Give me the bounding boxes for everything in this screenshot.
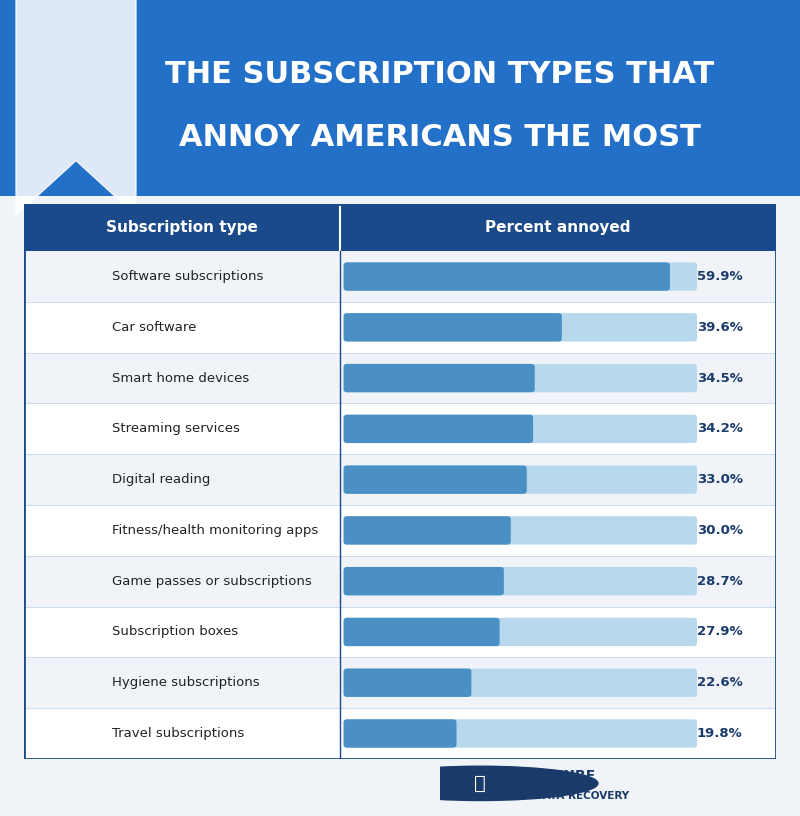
FancyBboxPatch shape bbox=[344, 263, 670, 290]
Text: 34.5%: 34.5% bbox=[697, 371, 743, 384]
Text: 33.0%: 33.0% bbox=[697, 473, 743, 486]
Text: 22.6%: 22.6% bbox=[697, 676, 742, 690]
Text: Subscription boxes: Subscription boxes bbox=[113, 625, 238, 638]
FancyBboxPatch shape bbox=[344, 465, 526, 494]
Text: 34.2%: 34.2% bbox=[697, 423, 743, 436]
Text: Hygiene subscriptions: Hygiene subscriptions bbox=[113, 676, 260, 690]
FancyBboxPatch shape bbox=[344, 364, 534, 392]
Text: THE SUBSCRIPTION TYPES THAT: THE SUBSCRIPTION TYPES THAT bbox=[166, 60, 714, 89]
FancyBboxPatch shape bbox=[344, 313, 697, 342]
Text: 27.9%: 27.9% bbox=[697, 625, 742, 638]
FancyBboxPatch shape bbox=[24, 455, 776, 505]
FancyBboxPatch shape bbox=[24, 353, 776, 403]
FancyBboxPatch shape bbox=[344, 465, 697, 494]
FancyBboxPatch shape bbox=[24, 658, 776, 708]
FancyBboxPatch shape bbox=[24, 505, 776, 556]
Text: ANNOY AMERICANS THE MOST: ANNOY AMERICANS THE MOST bbox=[179, 122, 701, 152]
FancyBboxPatch shape bbox=[24, 708, 776, 759]
FancyBboxPatch shape bbox=[24, 302, 776, 353]
Text: Percent annoyed: Percent annoyed bbox=[485, 220, 630, 235]
FancyBboxPatch shape bbox=[24, 606, 776, 658]
Text: 28.7%: 28.7% bbox=[697, 574, 742, 588]
FancyBboxPatch shape bbox=[24, 204, 776, 251]
Text: Subscription type: Subscription type bbox=[106, 220, 258, 235]
FancyBboxPatch shape bbox=[344, 263, 697, 290]
Text: 39.6%: 39.6% bbox=[697, 321, 743, 334]
FancyBboxPatch shape bbox=[344, 618, 499, 646]
FancyBboxPatch shape bbox=[344, 415, 697, 443]
Circle shape bbox=[362, 766, 598, 800]
FancyBboxPatch shape bbox=[344, 313, 562, 342]
FancyBboxPatch shape bbox=[344, 567, 697, 596]
FancyBboxPatch shape bbox=[24, 403, 776, 455]
FancyBboxPatch shape bbox=[344, 668, 471, 697]
Text: Car software: Car software bbox=[113, 321, 197, 334]
FancyBboxPatch shape bbox=[0, 0, 800, 196]
FancyBboxPatch shape bbox=[344, 415, 533, 443]
FancyBboxPatch shape bbox=[344, 719, 457, 747]
Text: Game passes or subscriptions: Game passes or subscriptions bbox=[113, 574, 312, 588]
Text: 🔒: 🔒 bbox=[474, 774, 486, 793]
FancyBboxPatch shape bbox=[344, 719, 697, 747]
FancyBboxPatch shape bbox=[344, 364, 697, 392]
Text: Digital reading: Digital reading bbox=[113, 473, 211, 486]
FancyBboxPatch shape bbox=[344, 517, 510, 544]
FancyBboxPatch shape bbox=[344, 668, 697, 697]
Polygon shape bbox=[16, 0, 136, 215]
FancyBboxPatch shape bbox=[344, 618, 697, 646]
Text: 59.9%: 59.9% bbox=[697, 270, 742, 283]
Text: Fitness/health monitoring apps: Fitness/health monitoring apps bbox=[113, 524, 318, 537]
FancyBboxPatch shape bbox=[24, 204, 776, 759]
Text: Smart home devices: Smart home devices bbox=[113, 371, 250, 384]
FancyBboxPatch shape bbox=[24, 556, 776, 606]
FancyBboxPatch shape bbox=[24, 251, 776, 302]
Text: Travel subscriptions: Travel subscriptions bbox=[113, 727, 245, 740]
Text: DATA RECOVERY: DATA RECOVERY bbox=[534, 791, 630, 800]
Text: Software subscriptions: Software subscriptions bbox=[113, 270, 264, 283]
FancyBboxPatch shape bbox=[344, 517, 697, 544]
Text: SECURE: SECURE bbox=[534, 769, 595, 783]
Text: 19.8%: 19.8% bbox=[697, 727, 742, 740]
FancyBboxPatch shape bbox=[344, 567, 504, 596]
Text: Streaming services: Streaming services bbox=[113, 423, 240, 436]
Text: 30.0%: 30.0% bbox=[697, 524, 743, 537]
